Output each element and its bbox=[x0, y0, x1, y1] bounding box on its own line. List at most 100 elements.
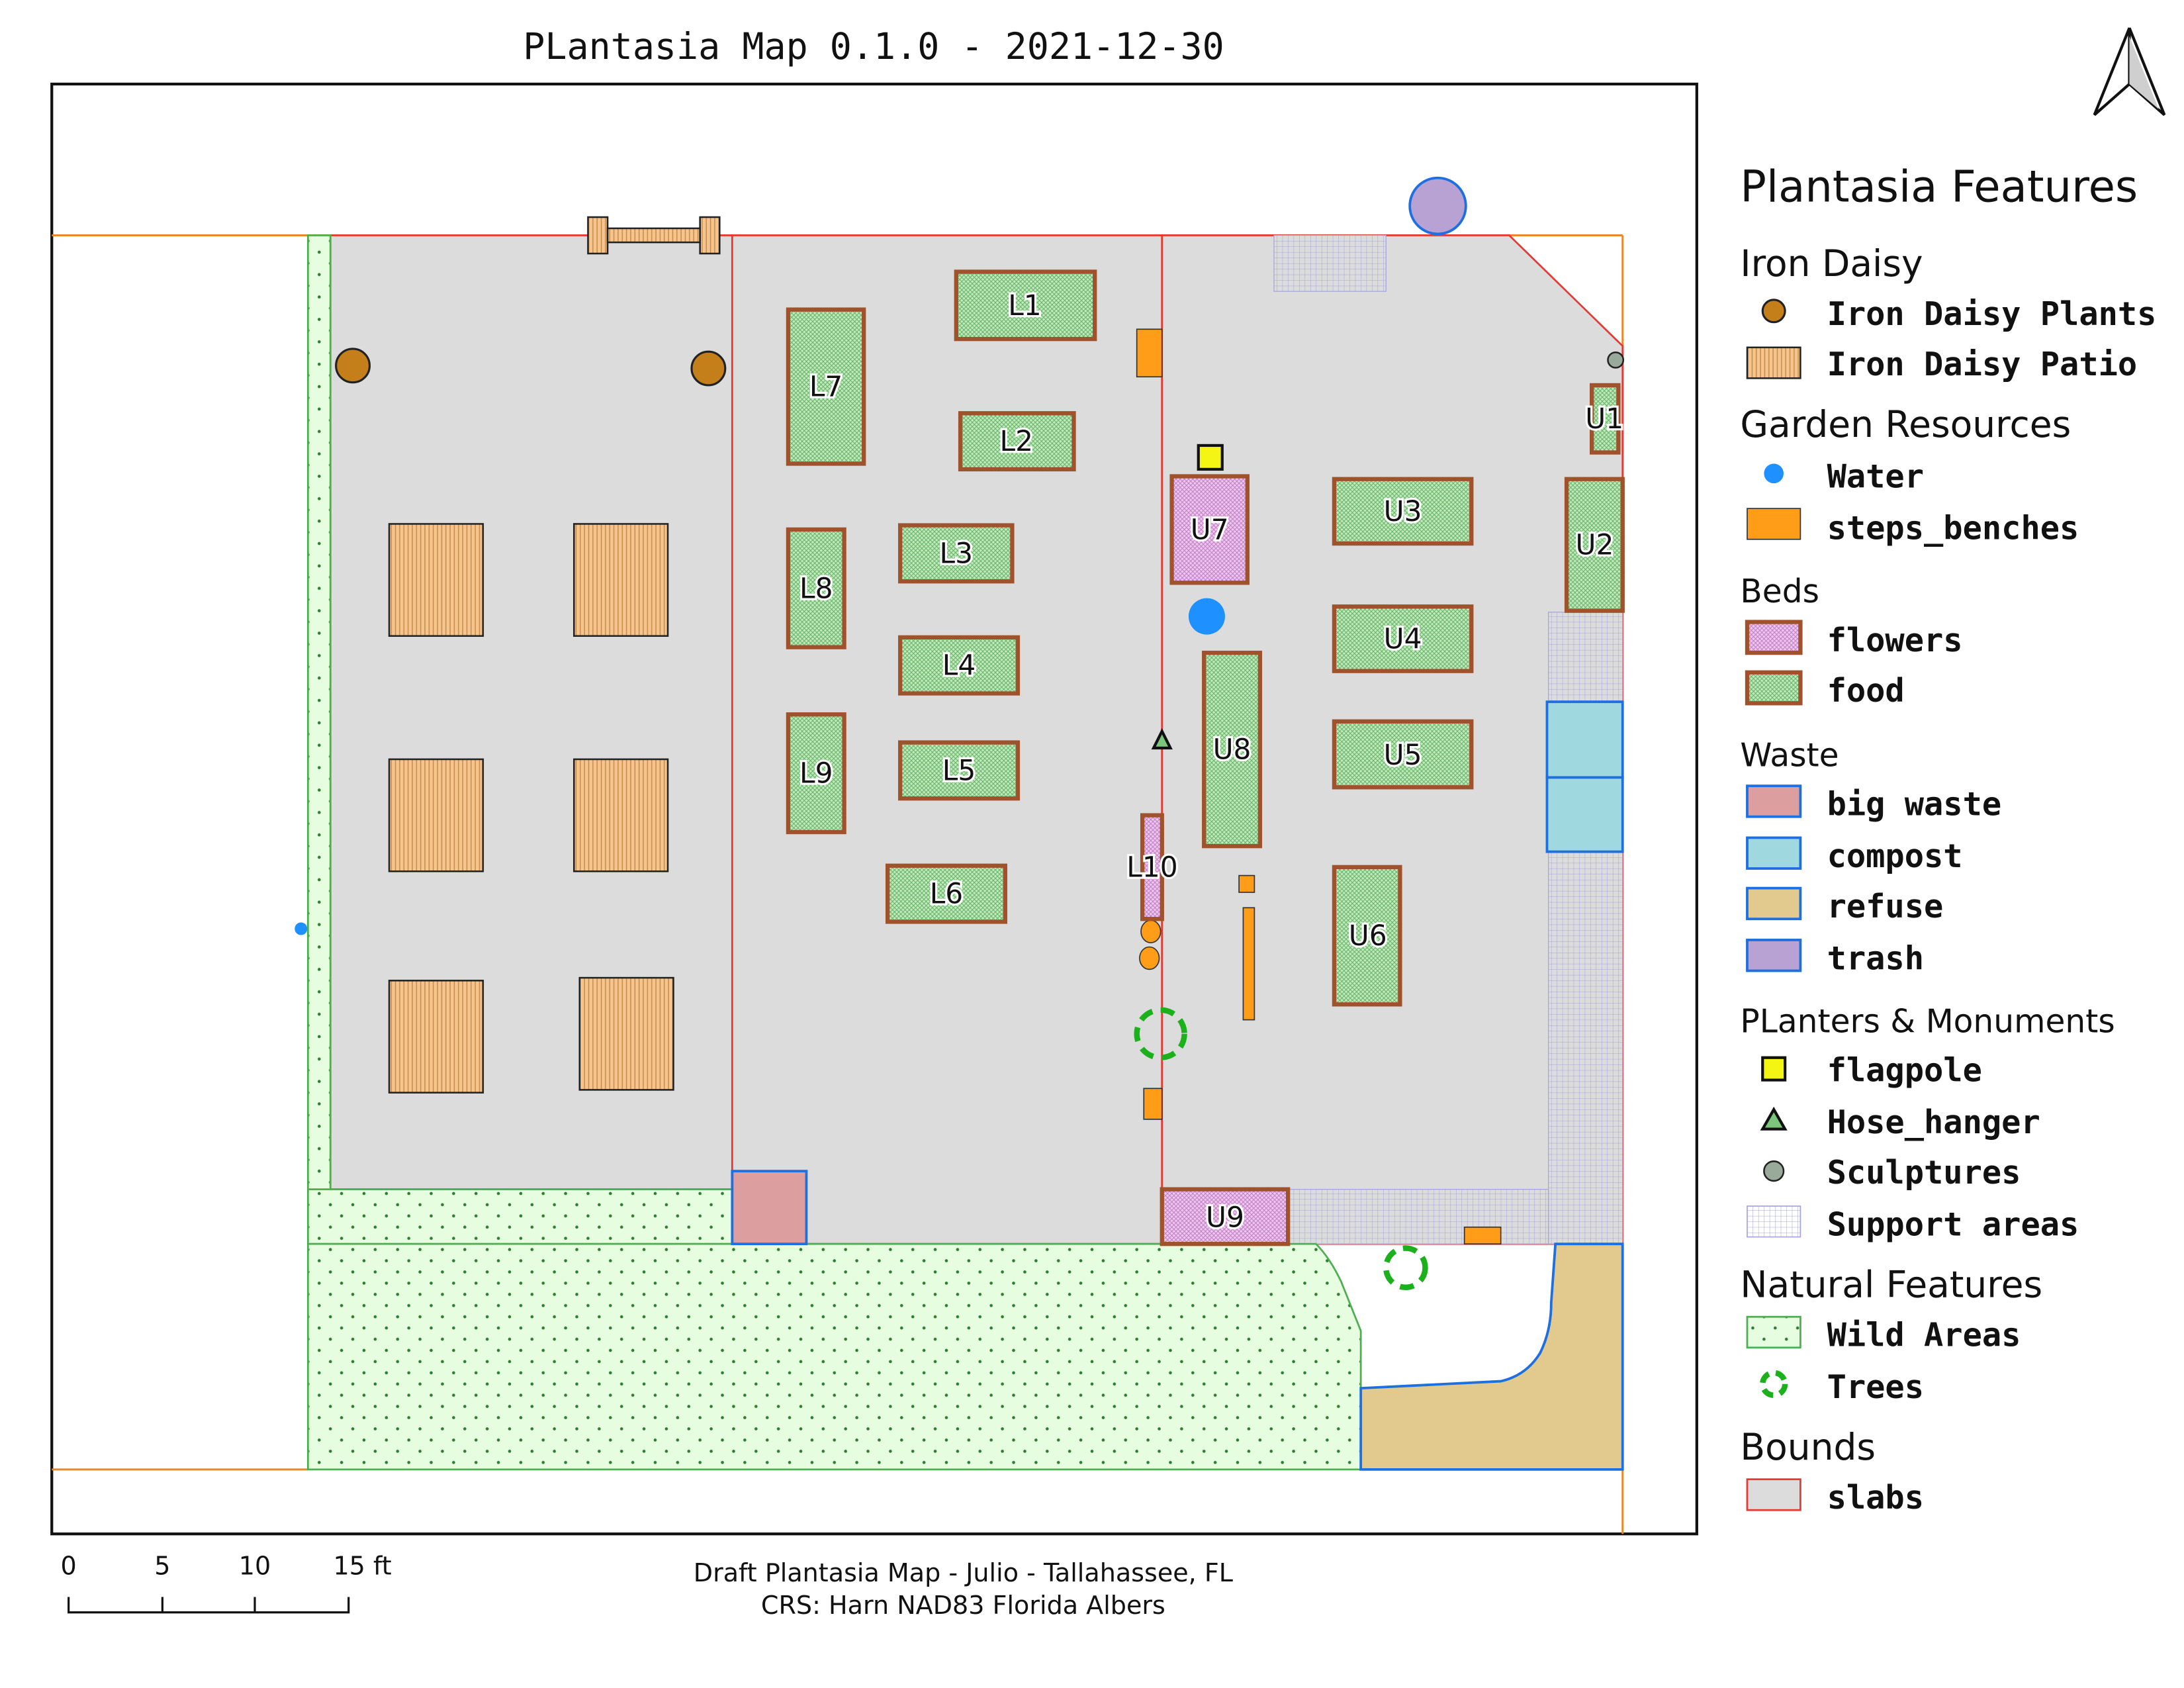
big-waste-area bbox=[731, 1170, 808, 1246]
iron-daisy-patio bbox=[388, 758, 484, 872]
support-area bbox=[1287, 1189, 1549, 1244]
scale-label-15ft: 15 ft bbox=[333, 1552, 391, 1581]
legend-item-iron-daisy-plants: Iron Daisy Plants bbox=[1827, 296, 2157, 333]
bed-label-U3: U3 bbox=[1384, 495, 1422, 528]
support-area bbox=[1273, 234, 1387, 292]
bed-L9 bbox=[786, 712, 846, 835]
iron-daisy-patio bbox=[388, 980, 484, 1094]
iron-daisy-patio bbox=[578, 976, 674, 1091]
wild-area-strip bbox=[307, 234, 332, 1245]
legend-item-flagpole: flagpole bbox=[1827, 1053, 1982, 1090]
bed-U7 bbox=[1169, 474, 1250, 585]
step-stone bbox=[1139, 946, 1160, 970]
bench bbox=[1143, 1088, 1163, 1120]
north-arrow-icon bbox=[2093, 27, 2166, 117]
legend-item-sculptures: Sculptures bbox=[1827, 1154, 2021, 1192]
flower-bed-swatch-icon bbox=[1745, 620, 1803, 655]
bed-label-L5: L5 bbox=[942, 754, 976, 786]
compost-bin bbox=[1545, 776, 1624, 853]
flagpole-icon bbox=[1197, 444, 1224, 471]
bed-L5 bbox=[898, 740, 1021, 801]
water-icon bbox=[1764, 463, 1784, 484]
water-icon bbox=[1188, 598, 1225, 635]
legend-item-flowers: flowers bbox=[1827, 622, 1963, 659]
legend-group-waste: Waste bbox=[1740, 737, 1839, 774]
sculpture-icon bbox=[1763, 1160, 1785, 1182]
bed-U8 bbox=[1202, 650, 1263, 849]
bed-label-U6: U6 bbox=[1349, 919, 1387, 952]
compost-bin bbox=[1545, 700, 1624, 779]
bench-swatch-icon bbox=[1747, 508, 1801, 540]
water-sources bbox=[295, 598, 1225, 935]
legend-item-food: food bbox=[1827, 673, 1905, 710]
wild-area-south bbox=[307, 1243, 1362, 1471]
iron-daisy-patio bbox=[573, 523, 669, 637]
legend: Plantasia Features Iron Daisy Iron Daisy… bbox=[1740, 162, 2156, 1517]
iron-daisy-patio bbox=[388, 523, 484, 637]
legend-group-beds: Beds bbox=[1740, 573, 1819, 610]
footer-line-1: Draft Plantasia Map - Julio - Tallahasse… bbox=[694, 1558, 1234, 1587]
legend-item-hose-hanger: Hose_hanger bbox=[1827, 1104, 2040, 1141]
tree-icon bbox=[1134, 1007, 1187, 1060]
legend-item-steps-benches: steps_benches bbox=[1827, 510, 2079, 547]
bench bbox=[1238, 874, 1255, 893]
scale-label-10: 10 bbox=[239, 1552, 271, 1581]
legend-item-trash: trash bbox=[1827, 940, 1924, 977]
food-beds bbox=[786, 269, 1625, 1007]
step-stone bbox=[1140, 919, 1161, 944]
bed-U2 bbox=[1564, 477, 1625, 613]
big-waste-swatch-icon bbox=[1746, 784, 1802, 818]
legend-item-refuse: refuse bbox=[1827, 888, 1944, 925]
legend-item-big-waste: big waste bbox=[1827, 786, 2002, 823]
iron-daisy-patio bbox=[573, 758, 669, 872]
bed-label-U1: U1 bbox=[1585, 402, 1623, 435]
legend-group-planters-monuments: PLanters & Monuments bbox=[1740, 1004, 2115, 1041]
bed-label-L9: L9 bbox=[799, 757, 833, 790]
bed-U4 bbox=[1332, 604, 1474, 673]
wild-area-band bbox=[307, 1188, 733, 1245]
flower-beds bbox=[1140, 474, 1291, 1246]
bed-L1 bbox=[954, 269, 1097, 342]
trash-bin bbox=[1408, 176, 1467, 236]
legend-group-bounds: Bounds bbox=[1740, 1426, 1876, 1468]
bed-labels: L1 L7 L2 L3 L8 L4 L9 L5 L6 L10 U1 U2 U3 … bbox=[797, 287, 1625, 1236]
legend-item-iron-daisy-patio: Iron Daisy Patio bbox=[1827, 346, 2138, 383]
bed-label-U5: U5 bbox=[1384, 739, 1422, 771]
steps-benches bbox=[1136, 328, 1502, 1245]
legend-item-slabs: slabs bbox=[1827, 1479, 1924, 1517]
bed-L3 bbox=[898, 523, 1015, 584]
bed-U6 bbox=[1332, 865, 1402, 1007]
scale-bar: 0 5 10 15 ft bbox=[61, 1552, 392, 1614]
wild-area-swatch-icon bbox=[1746, 1315, 1801, 1349]
bed-L6 bbox=[885, 863, 1008, 924]
bed-label-U9: U9 bbox=[1206, 1201, 1244, 1233]
bed-L8 bbox=[786, 527, 846, 649]
legend-item-trees: Trees bbox=[1827, 1369, 1924, 1406]
bed-label-L8: L8 bbox=[799, 572, 833, 604]
bed-L10 bbox=[1140, 813, 1164, 921]
legend-item-wild-areas: Wild Areas bbox=[1827, 1317, 2021, 1354]
bed-label-U2: U2 bbox=[1575, 529, 1614, 561]
bed-U5 bbox=[1332, 719, 1474, 790]
bed-label-L3: L3 bbox=[940, 537, 973, 569]
food-bed-swatch-icon bbox=[1745, 670, 1803, 706]
bench bbox=[1242, 907, 1255, 1021]
bench bbox=[1136, 328, 1163, 378]
bed-L2 bbox=[958, 411, 1076, 472]
compost-bins bbox=[1545, 700, 1624, 853]
legend-item-support-areas: Support areas bbox=[1827, 1206, 2079, 1243]
iron-daisy-plant-icon bbox=[690, 350, 727, 387]
support-area-swatch-icon bbox=[1747, 1205, 1801, 1238]
bed-L7 bbox=[786, 307, 866, 466]
legend-item-compost: compost bbox=[1827, 838, 1963, 875]
bed-U1 bbox=[1590, 383, 1621, 455]
footer-line-2: CRS: Harn NAD83 Florida Albers bbox=[761, 1591, 1165, 1620]
tree-icon bbox=[1760, 1370, 1788, 1398]
legend-item-water: Water bbox=[1827, 458, 1924, 495]
iron-daisy-patios bbox=[388, 216, 721, 1094]
tree-icon bbox=[1383, 1245, 1428, 1291]
bed-label-L4: L4 bbox=[942, 649, 976, 682]
iron-daisy-bench bbox=[587, 216, 721, 255]
bed-U9 bbox=[1160, 1187, 1291, 1246]
